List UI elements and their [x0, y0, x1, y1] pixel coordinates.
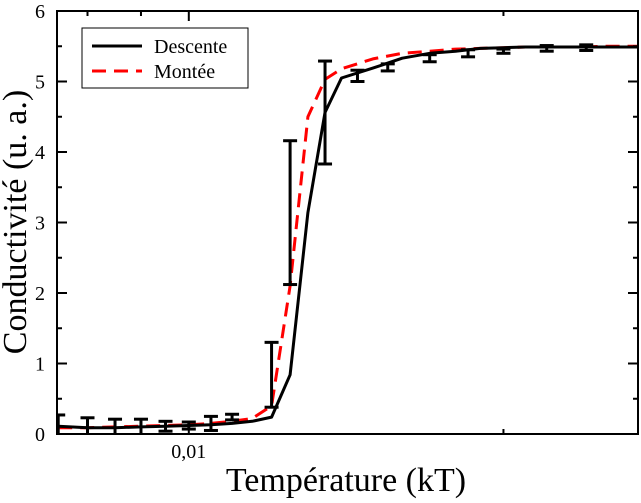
error-bar: [318, 59, 333, 166]
error-bar: [380, 62, 395, 73]
error-bar: [539, 44, 554, 53]
legend: Descente Montée: [81, 27, 249, 89]
error-bar: [264, 340, 279, 409]
error-bar: [461, 48, 476, 59]
legend-box: [81, 27, 249, 89]
y-tick-label: 2: [35, 283, 45, 305]
error-bar: [283, 139, 298, 287]
legend-label-montee: Montée: [154, 61, 215, 83]
y-tick-label: 5: [35, 72, 45, 94]
error-bar: [203, 414, 218, 432]
y-tick-label: 6: [35, 1, 45, 23]
y-tick-label: 1: [35, 354, 45, 376]
plot-area: [57, 43, 638, 434]
error-bar: [422, 53, 437, 64]
legend-label-descente: Descente: [154, 36, 227, 58]
error-bar: [350, 68, 365, 83]
error-bar: [225, 412, 240, 422]
x-tick-label: 0,01: [171, 441, 206, 463]
x-axis-title: Température (kT): [226, 462, 466, 499]
y-tick-label: 4: [35, 142, 45, 164]
y-tick-label: 0: [35, 424, 45, 446]
error-bar: [496, 47, 511, 55]
error-bar: [579, 43, 594, 52]
y-tick-label: 3: [35, 213, 45, 235]
error-bar: [158, 419, 173, 433]
error-bar: [80, 416, 95, 434]
y-axis-title: Conductivité (u. a.): [0, 90, 34, 354]
